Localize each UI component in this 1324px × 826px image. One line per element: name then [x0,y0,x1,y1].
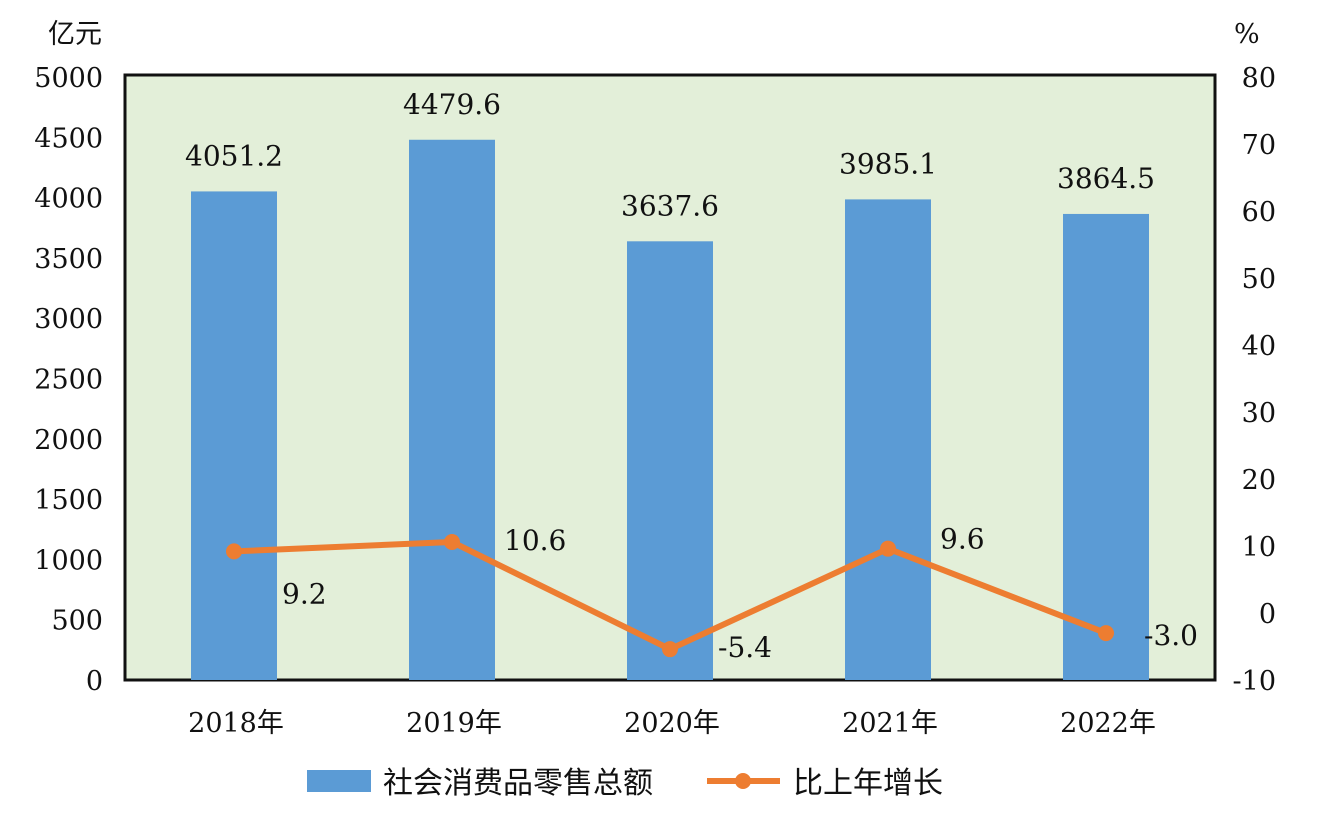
line-data-label: 9.2 [282,577,327,610]
x-tick-label: 2022年 [1060,708,1156,739]
line-marker-1 [444,533,460,550]
right-tick-label: 70 [1242,130,1276,161]
legend-label-bar: 社会消费品零售总额 [383,766,653,801]
legend-swatch-marker [735,773,751,789]
legend-label-line: 比上年增长 [793,766,943,801]
right-tick-label: 10 [1242,532,1276,563]
bar-0 [191,191,277,680]
bar-data-label: 3637.6 [621,189,719,222]
line-data-label: -5.4 [718,631,772,664]
line-data-label: 9.6 [940,523,985,556]
legend: 社会消费品零售总额 比上年增长 [307,766,943,801]
left-tick-label: 2500 [34,365,103,396]
bar-data-label: 3985.1 [839,147,937,180]
bar-data-label: 4479.6 [403,88,501,121]
bar-2 [627,241,713,681]
left-tick-label: 5000 [34,63,103,94]
left-tick-label: 500 [51,606,103,637]
x-tick-label: 2020年 [624,708,720,739]
right-tick-label: 50 [1242,264,1276,295]
right-tick-label: 20 [1242,465,1276,496]
right-tick-label: 0 [1259,599,1276,630]
left-tick-label: 3000 [34,304,103,335]
bar-data-label: 4051.2 [185,139,283,172]
left-tick-label: 1000 [34,545,103,576]
line-marker-0 [226,543,242,560]
x-tick-label: 2018年 [188,708,284,739]
left-tick-label: 4500 [34,123,103,154]
bar-4 [1063,213,1149,681]
right-tick-label: 40 [1242,331,1276,362]
x-tick-label: 2019年 [406,708,502,739]
right-tick-label: 30 [1242,398,1276,429]
left-tick-label: 2000 [34,425,103,456]
left-tick-label: 0 [86,666,103,697]
legend-swatch-bar [307,770,371,792]
left-tick-label: 4000 [34,184,103,215]
line-data-label: -3.0 [1144,619,1198,652]
right-tick-label: -10 [1233,666,1276,697]
right-axis-unit: % [1234,19,1260,50]
line-data-label: 10.6 [504,524,566,557]
right-tick-label: 80 [1242,63,1276,94]
left-tick-label: 1500 [34,485,103,516]
line-marker-3 [880,540,896,557]
line-marker-4 [1098,625,1114,642]
right-tick-label: 60 [1242,197,1276,228]
bar-data-label: 3864.5 [1057,162,1155,195]
bar-3 [845,199,931,680]
left-tick-label: 3500 [34,244,103,275]
x-tick-label: 2021年 [842,708,938,739]
line-marker-2 [662,641,678,658]
bar-1 [409,139,495,680]
left-axis-unit: 亿元 [48,19,102,50]
